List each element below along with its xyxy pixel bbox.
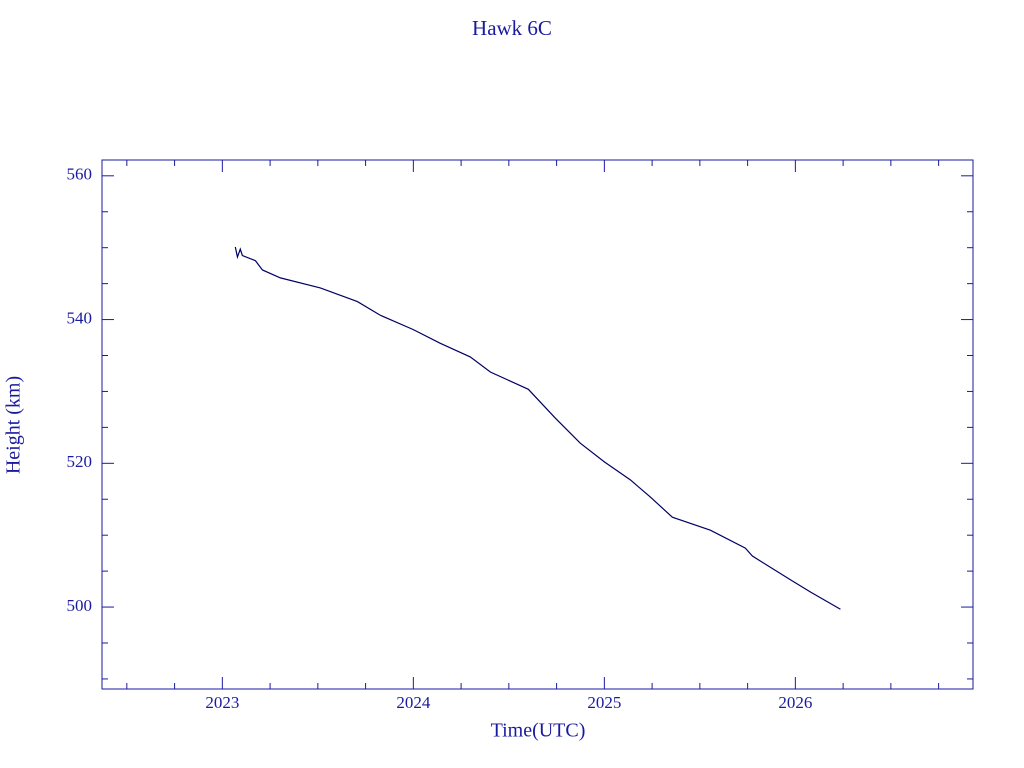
x-tick-label: 2024 [396,693,431,712]
plot-frame [101,159,974,690]
x-tick-label: 2023 [205,693,239,712]
y-tick-label: 540 [67,308,93,327]
chart-title: Hawk 6C [472,16,552,40]
x-axis-label: Time(UTC) [491,720,586,742]
data-line [234,246,841,610]
y-axis-label: Height (km) [3,376,25,474]
y-tick-label: 520 [67,452,93,471]
y-tick-label: 560 [67,165,93,184]
x-tick-label: 2025 [587,693,621,712]
x-tick-label: 2026 [778,693,812,712]
y-tick-label: 500 [67,596,93,615]
